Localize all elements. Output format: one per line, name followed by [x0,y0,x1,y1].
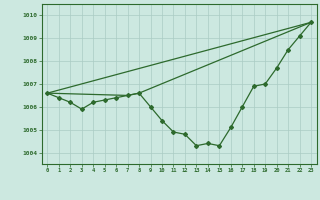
Text: Graphe pression niveau de la mer (hPa): Graphe pression niveau de la mer (hPa) [65,185,255,194]
